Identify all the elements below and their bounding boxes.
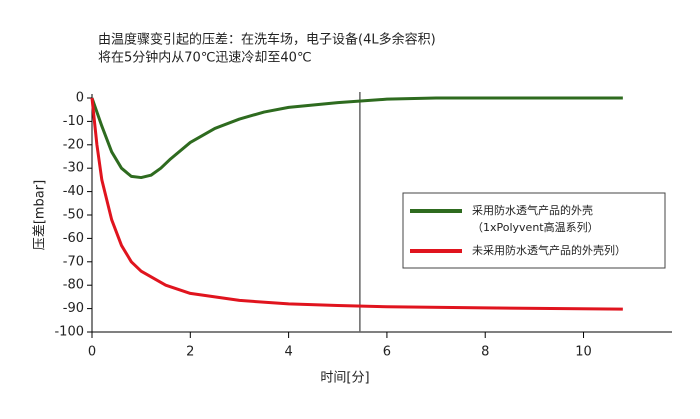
y-tick-label: -100 [54, 325, 84, 340]
x-tick-label: 8 [481, 345, 489, 360]
x-axis-label: 时间[分] [320, 371, 369, 386]
x-tick-label: 6 [383, 345, 391, 360]
x-tick-label: 2 [186, 345, 194, 360]
legend-label: 未采用防水透气产品的外壳列） [472, 243, 626, 257]
y-tick-label: -10 [63, 114, 84, 129]
line-series [90, 97, 623, 311]
y-tick-label: -50 [63, 208, 84, 223]
chart-title: 将在5分钟内从70℃迅速冷却至40℃ [98, 50, 312, 66]
line-series [90, 96, 623, 180]
y-tick-label: -90 [63, 301, 84, 316]
chart-title: 由温度骤变引起的压差：在洗车场，电子设备(4L多余容积) [98, 32, 436, 48]
y-tick-label: -70 [63, 254, 84, 269]
legend-label: 采用防水透气产品的外壳 [472, 203, 593, 217]
legend-label: （1xPolyvent高温系列） [472, 220, 599, 234]
y-tick-label: -30 [63, 161, 84, 176]
y-tick-label: -40 [63, 184, 84, 199]
y-tick-label: -20 [63, 137, 84, 152]
y-axis-label: 压差[mbar] [33, 180, 48, 250]
x-tick-label: 0 [88, 345, 96, 360]
y-tick-label: 0 [76, 91, 84, 106]
x-tick-label: 4 [284, 345, 292, 360]
y-tick-label: -80 [63, 278, 84, 293]
y-tick-label: -60 [63, 231, 84, 246]
legend-box [402, 192, 666, 269]
x-tick-label: 10 [575, 345, 592, 360]
